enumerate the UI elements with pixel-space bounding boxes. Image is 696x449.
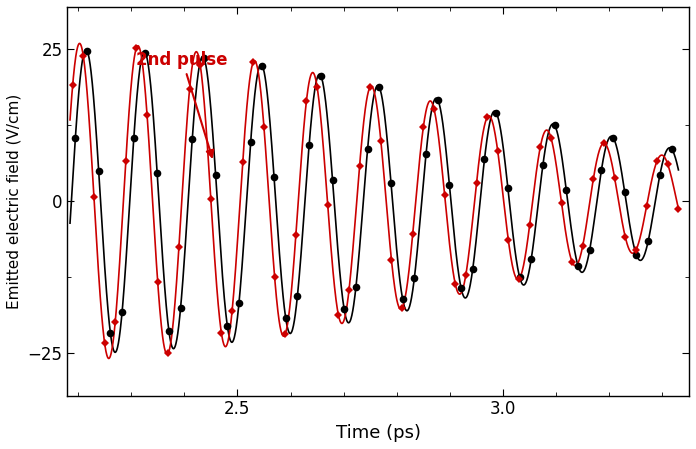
Text: 2nd pulse: 2nd pulse [136, 51, 228, 157]
X-axis label: Time (ps): Time (ps) [335, 424, 420, 442]
Y-axis label: Emitted electric field (V/cm): Emitted electric field (V/cm) [7, 94, 22, 309]
